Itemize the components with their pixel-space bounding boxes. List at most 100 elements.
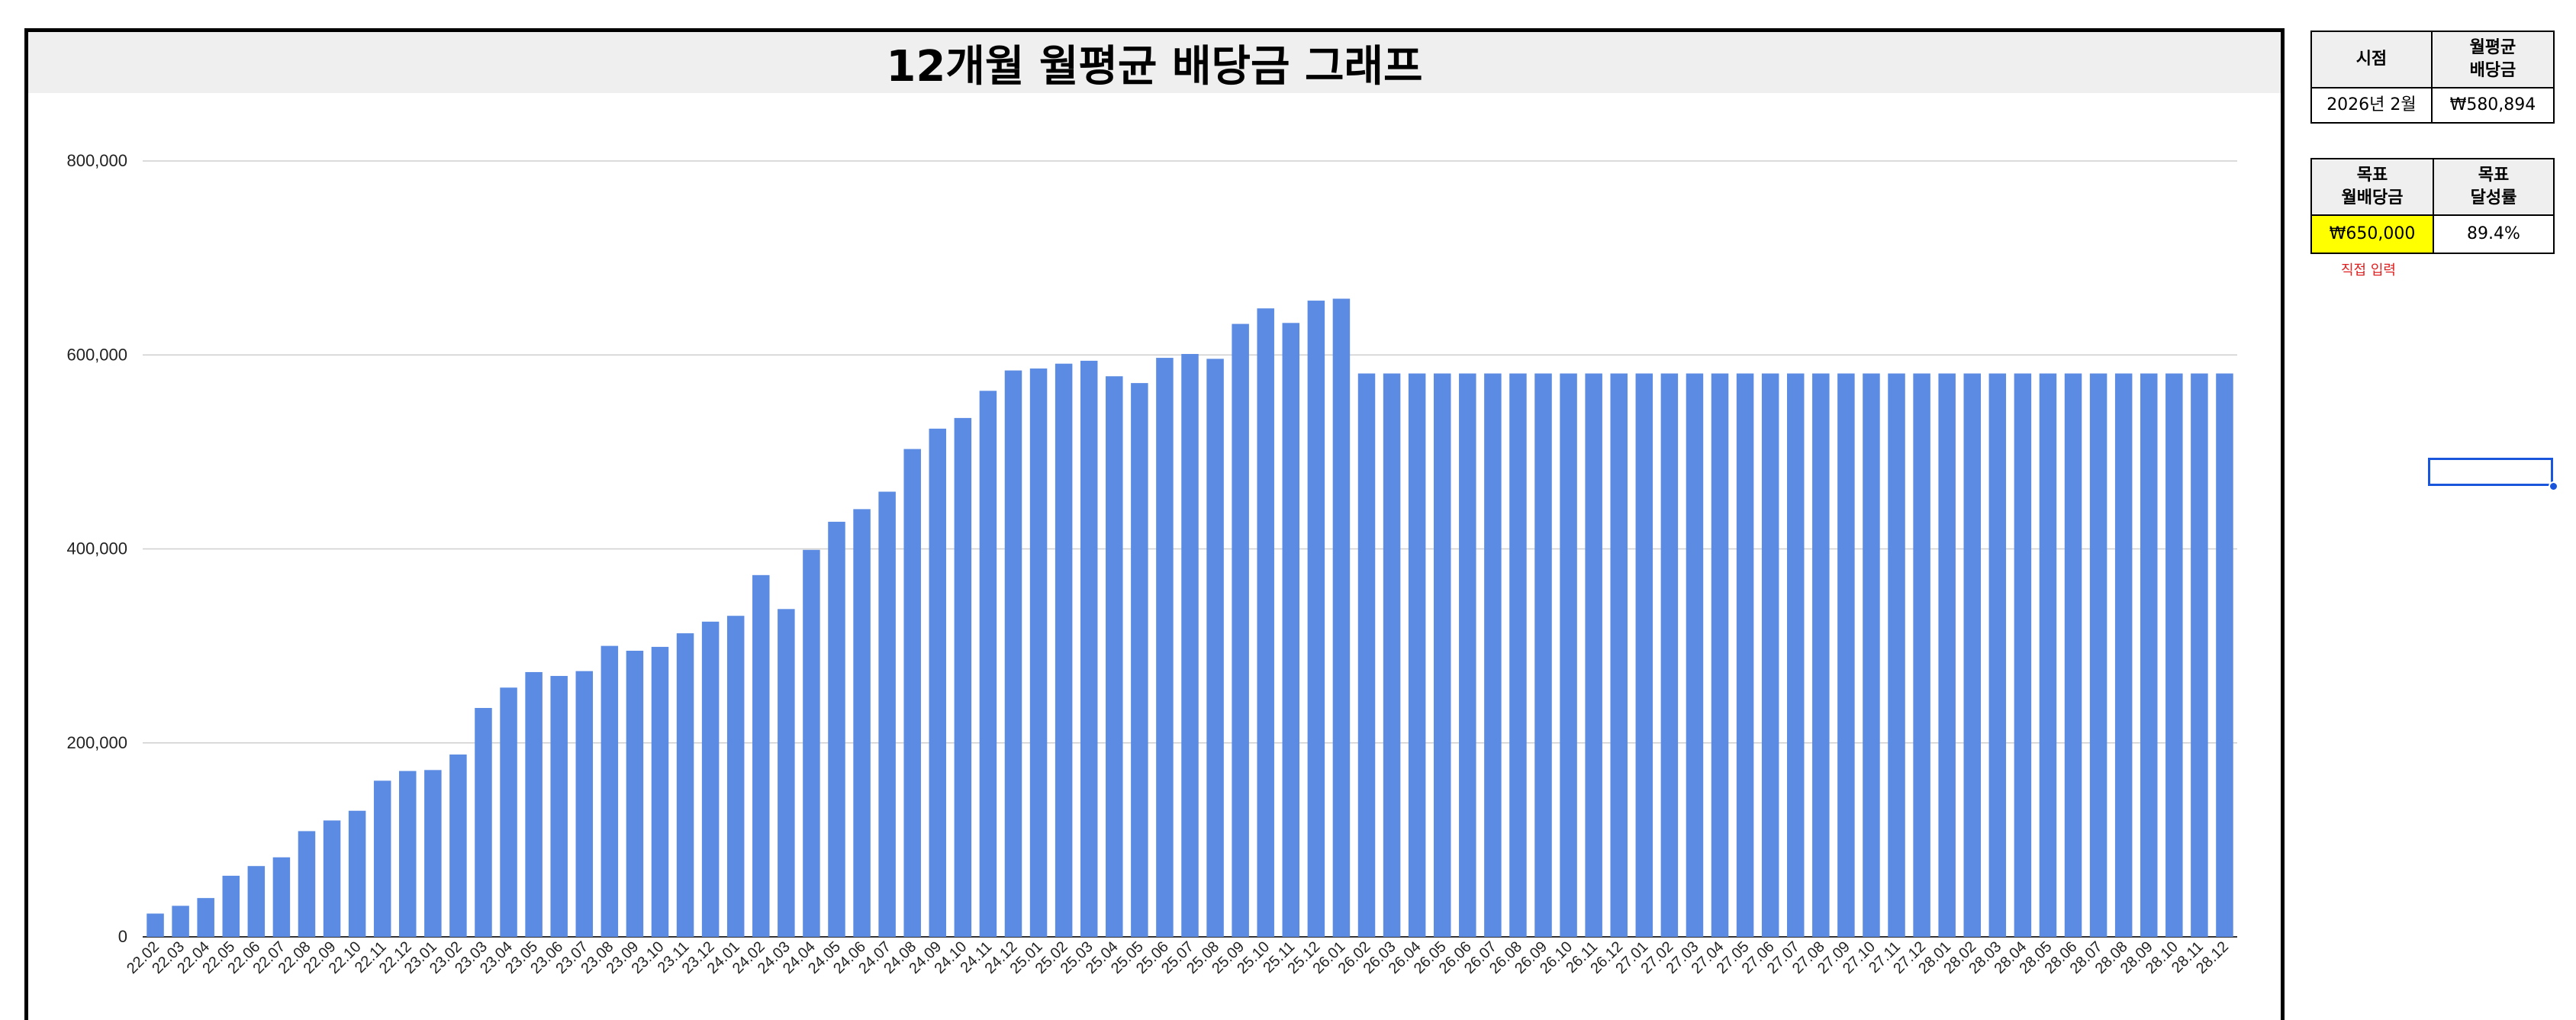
bar[interactable] xyxy=(1004,370,1022,938)
bar[interactable] xyxy=(1610,373,1628,937)
bar[interactable] xyxy=(1156,358,1174,938)
bar[interactable] xyxy=(1232,323,1249,937)
bar[interactable] xyxy=(247,866,266,937)
bar[interactable] xyxy=(1055,363,1073,937)
bar[interactable] xyxy=(298,831,316,937)
target-value-input[interactable]: ₩650,000 xyxy=(2310,214,2434,254)
bar[interactable] xyxy=(1863,373,1880,937)
bar[interactable] xyxy=(2064,373,2082,937)
bar[interactable] xyxy=(323,820,341,937)
bar[interactable] xyxy=(1560,373,1577,937)
bar[interactable] xyxy=(475,707,492,937)
bar[interactable] xyxy=(2191,373,2208,937)
bar[interactable] xyxy=(828,521,845,937)
avg-dividend-value[interactable]: ₩580,894 xyxy=(2430,87,2555,124)
bar[interactable] xyxy=(954,417,972,937)
bar[interactable] xyxy=(1913,373,1930,937)
bar[interactable] xyxy=(525,671,543,937)
bar[interactable] xyxy=(701,621,720,937)
bar-chart[interactable]: 0200,000400,000600,000800,00022.0222.032… xyxy=(28,32,2281,1016)
bar[interactable] xyxy=(726,616,745,937)
bar[interactable] xyxy=(778,609,795,937)
bar[interactable] xyxy=(550,676,568,937)
bar[interactable] xyxy=(1106,376,1123,937)
achievement-header[interactable]: 목표 달성률 xyxy=(2432,158,2555,216)
bar[interactable] xyxy=(1029,368,1048,937)
bar[interactable] xyxy=(373,780,391,937)
bar[interactable] xyxy=(903,449,921,937)
bar[interactable] xyxy=(222,875,240,937)
bar[interactable] xyxy=(1938,373,1956,937)
bar[interactable] xyxy=(348,810,366,937)
bar[interactable] xyxy=(272,857,291,937)
bar[interactable] xyxy=(1282,323,1300,938)
target-header[interactable]: 목표 월배당금 xyxy=(2310,158,2434,216)
bar[interactable] xyxy=(1786,373,1805,937)
bar[interactable] xyxy=(147,913,164,937)
bar[interactable] xyxy=(752,574,770,937)
bar[interactable] xyxy=(676,633,694,937)
bar[interactable] xyxy=(651,646,669,937)
fill-handle[interactable] xyxy=(2549,481,2558,491)
bar[interactable] xyxy=(424,770,442,937)
avg-dividend-header[interactable]: 월평균 배당금 xyxy=(2430,31,2555,88)
bar[interactable] xyxy=(1459,373,1476,937)
bar[interactable] xyxy=(197,898,214,937)
y-tick-label: 200,000 xyxy=(66,733,127,752)
bar[interactable] xyxy=(2165,373,2183,937)
bar[interactable] xyxy=(1357,373,1376,937)
bar[interactable] xyxy=(1635,373,1653,937)
bar[interactable] xyxy=(626,650,644,937)
bar[interactable] xyxy=(2140,373,2158,937)
bar[interactable] xyxy=(1837,373,1855,937)
goal-table: 목표 월배당금 목표 달성률 ₩650,000 89.4% xyxy=(2310,158,2555,254)
y-tick-label: 800,000 xyxy=(66,151,127,170)
achievement-rate[interactable]: 89.4% xyxy=(2432,214,2555,254)
bar[interactable] xyxy=(172,906,189,937)
bar[interactable] xyxy=(601,645,619,937)
bar[interactable] xyxy=(1383,373,1401,937)
bar[interactable] xyxy=(1181,353,1199,937)
time-header[interactable]: 시점 xyxy=(2310,31,2433,88)
bar[interactable] xyxy=(979,391,997,937)
bar[interactable] xyxy=(1080,360,1098,937)
bar[interactable] xyxy=(2114,373,2133,937)
bar[interactable] xyxy=(1509,373,1527,937)
bar[interactable] xyxy=(1761,373,1779,937)
bar[interactable] xyxy=(929,428,947,937)
bar[interactable] xyxy=(1660,373,1679,937)
bar[interactable] xyxy=(1131,383,1148,938)
bar[interactable] xyxy=(1812,373,1830,937)
bar[interactable] xyxy=(2014,373,2032,937)
bar[interactable] xyxy=(1988,373,2007,937)
selected-cell[interactable] xyxy=(2428,458,2553,486)
bar[interactable] xyxy=(1307,301,1325,937)
bar[interactable] xyxy=(1888,373,1905,937)
y-tick-label: 400,000 xyxy=(66,539,127,558)
bar[interactable] xyxy=(449,755,467,937)
bar[interactable] xyxy=(1408,373,1426,937)
bar[interactable] xyxy=(2089,373,2107,937)
bar[interactable] xyxy=(2039,373,2057,937)
bar[interactable] xyxy=(1963,373,1981,937)
bar[interactable] xyxy=(853,509,871,937)
bar[interactable] xyxy=(500,687,517,937)
bar[interactable] xyxy=(1206,359,1224,938)
bar[interactable] xyxy=(1736,373,1754,937)
bar[interactable] xyxy=(1711,373,1729,937)
bar[interactable] xyxy=(878,491,896,937)
y-tick-label: 0 xyxy=(118,927,127,946)
bar[interactable] xyxy=(1257,308,1274,938)
bar[interactable] xyxy=(2216,373,2233,937)
bar[interactable] xyxy=(1433,373,1451,937)
time-value[interactable]: 2026년 2월 xyxy=(2310,87,2433,124)
bar[interactable] xyxy=(1585,373,1602,937)
bar[interactable] xyxy=(1484,373,1502,937)
chart-title-band: 12개월 월평균 배당금 그래프 xyxy=(28,32,2281,93)
bar[interactable] xyxy=(1534,373,1552,937)
bar[interactable] xyxy=(803,549,820,937)
bar[interactable] xyxy=(399,771,417,937)
bar[interactable] xyxy=(575,671,594,937)
bar[interactable] xyxy=(1686,373,1704,937)
bar[interactable] xyxy=(1332,298,1351,938)
